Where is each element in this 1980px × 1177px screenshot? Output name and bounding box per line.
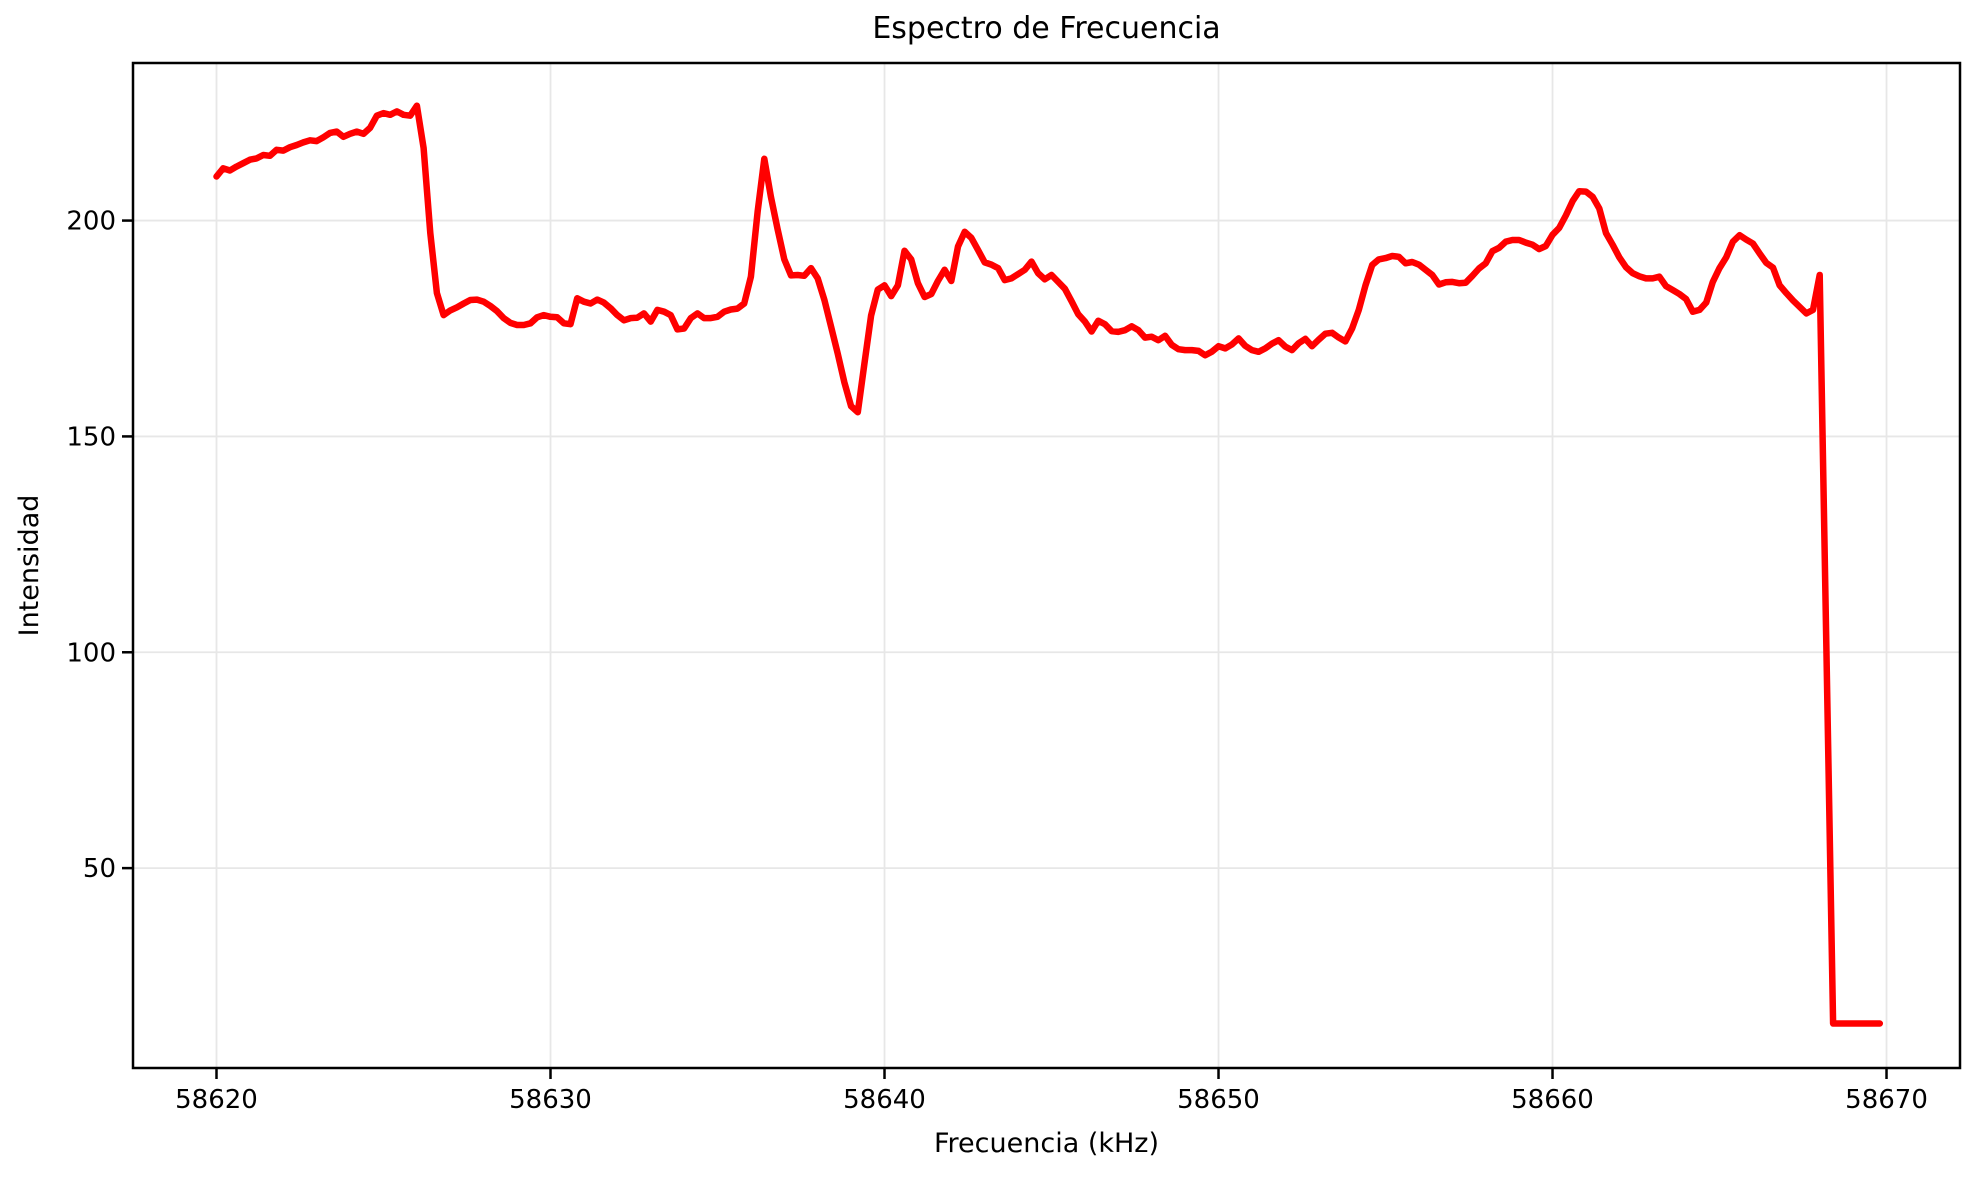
- y-tick-labels: 50 100 150 200: [66, 207, 116, 885]
- x-tick-label: 58660: [1511, 1085, 1594, 1115]
- y-tick-label: 100: [66, 638, 116, 668]
- y-axis-label: Intensidad: [14, 495, 45, 637]
- x-axis-label: Frecuencia (kHz): [934, 1128, 1159, 1159]
- gridlines: [133, 63, 1960, 1068]
- x-tick-labels: 58620 58630 58640 58650 58660 58670: [175, 1085, 1928, 1115]
- x-tick-label: 58670: [1845, 1085, 1928, 1115]
- x-tick-label: 58620: [175, 1085, 258, 1115]
- spectrum-line: [213, 102, 1884, 1027]
- y-tick-label: 200: [66, 207, 116, 237]
- y-tick-label: 150: [66, 422, 116, 452]
- y-tick-label: 50: [83, 854, 116, 884]
- chart-title: Espectro de Frecuencia: [872, 11, 1220, 46]
- data-series: [213, 102, 1884, 1027]
- x-tick-label: 58650: [1177, 1085, 1260, 1115]
- x-tick-label: 58640: [843, 1085, 926, 1115]
- plot-border: [131, 61, 1962, 1070]
- x-tick-label: 58630: [509, 1085, 592, 1115]
- tick-marks: [122, 219, 1888, 1079]
